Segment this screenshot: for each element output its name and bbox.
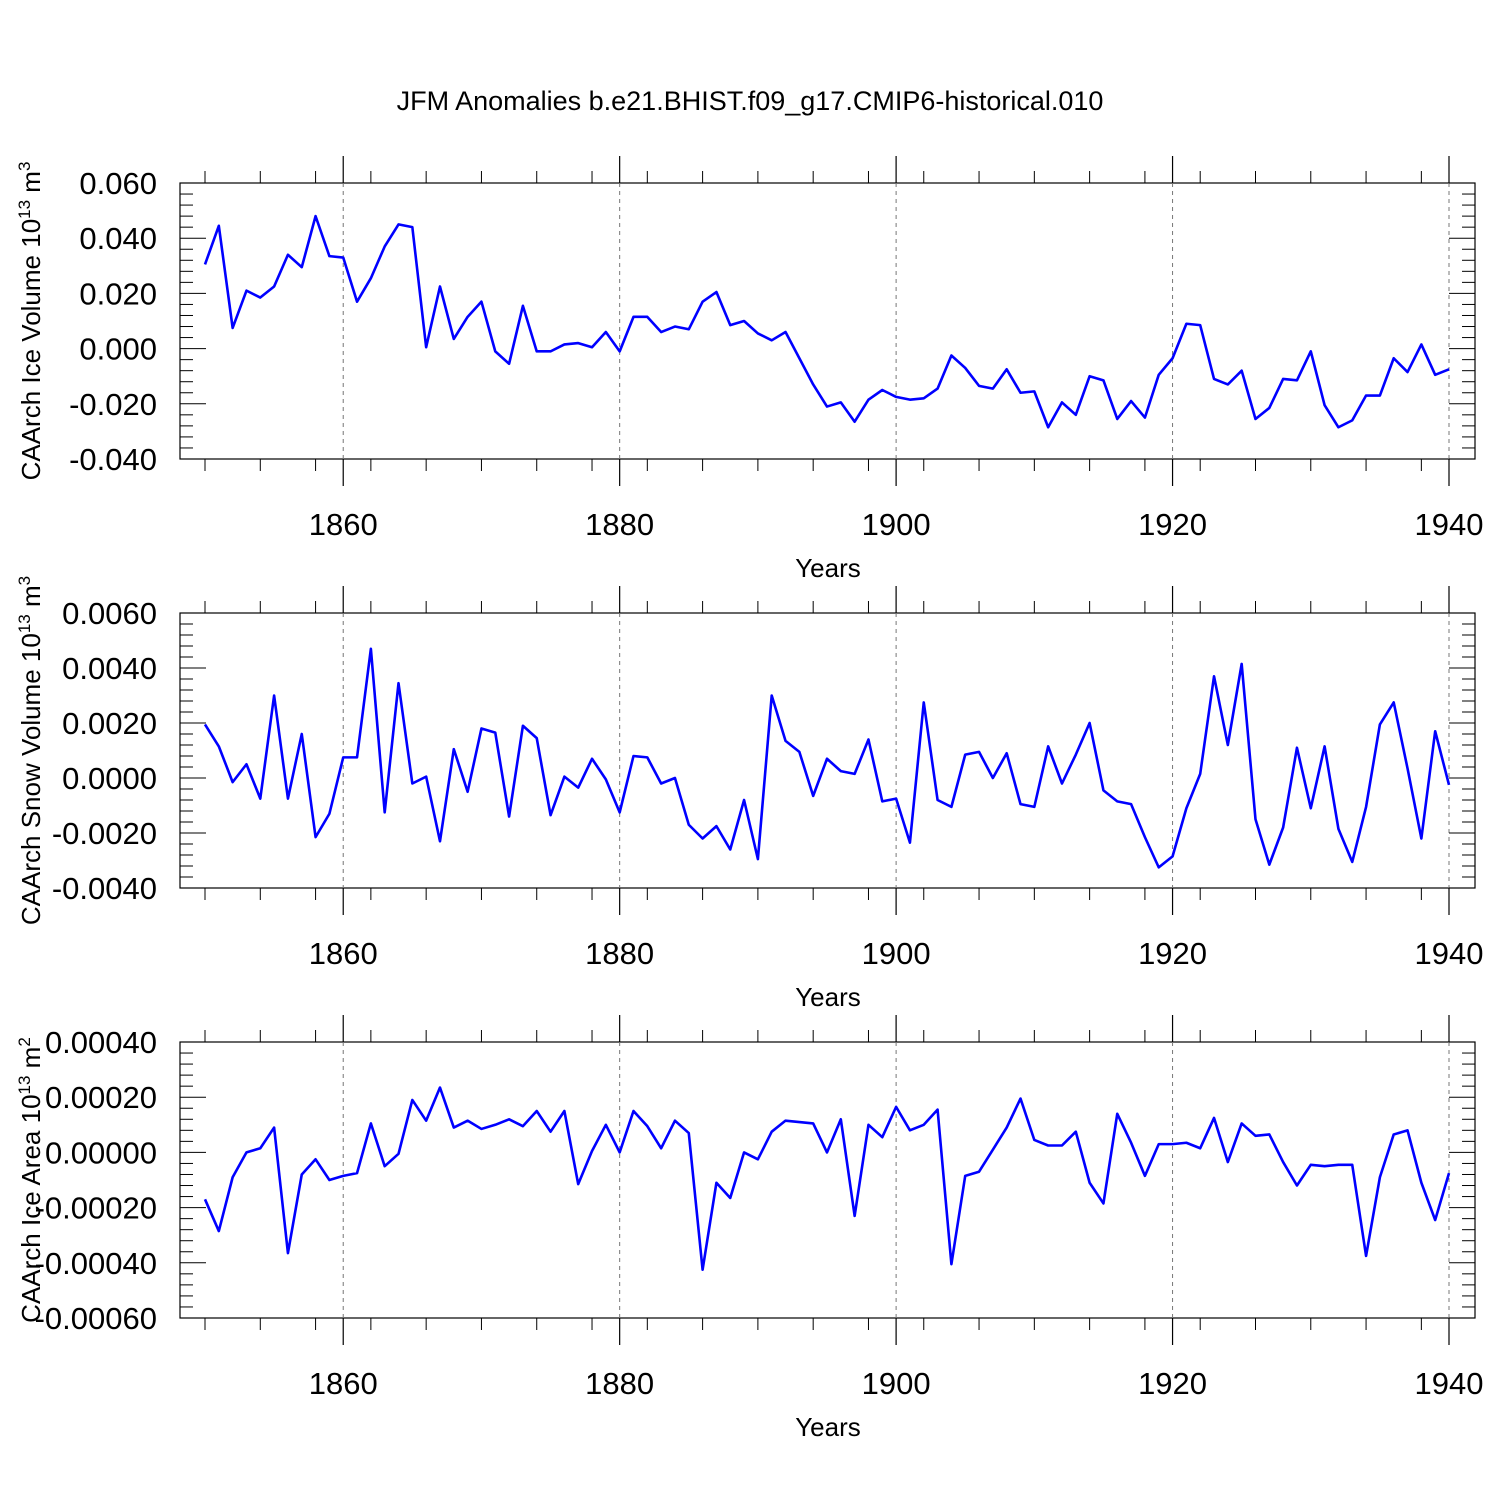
y-tick-label: 0.020 [79, 276, 157, 311]
x-tick-label: 1940 [1415, 936, 1484, 971]
y-tick-label: 0.000 [79, 332, 157, 367]
y-tick-label: 0.0000 [62, 761, 157, 796]
x-tick-label: 1920 [1138, 1366, 1207, 1401]
y-tick-label: 0.040 [79, 221, 157, 256]
x-axis-title: Years [795, 553, 861, 583]
panel-2: 1860 1880 1900 1920 1940 Years -0.0040 -0.0020 0… [15, 576, 1483, 1012]
plot-frame [179, 612, 1476, 889]
y-axis-title: CAArch Ice Volume 1013 m3 [15, 162, 46, 481]
y-tick-label: 0.00040 [45, 1025, 157, 1060]
y-tick-label: 0.0040 [62, 651, 157, 686]
x-tick-label: 1860 [309, 1366, 378, 1401]
x-axis-title: Years [795, 982, 861, 1012]
y-tick-label: -0.0020 [52, 816, 157, 851]
y-tick-label: -0.0040 [52, 871, 157, 906]
x-tick-label: 1880 [585, 507, 654, 542]
y-tick-label: -0.00040 [35, 1246, 157, 1281]
x-tick-label: 1940 [1415, 507, 1484, 542]
y-tick-label: 0.00000 [45, 1135, 157, 1170]
plot-frame [179, 1041, 1476, 1319]
x-tick-label: 1900 [862, 507, 931, 542]
y-tick-label: 0.0060 [62, 596, 157, 631]
plot-frame [179, 182, 1476, 460]
y-tick-label: 0.00020 [45, 1080, 157, 1115]
y-tick-label: 0.060 [79, 166, 157, 201]
series-line [203, 1086, 1451, 1271]
x-tick-label: 1880 [585, 936, 654, 971]
x-tick-label: 1900 [862, 1366, 931, 1401]
x-tick-label: 1880 [585, 1366, 654, 1401]
x-axis-title: Years [795, 1412, 861, 1442]
y-axis-title: CAArch Ice Area 1013 m2 [15, 1037, 46, 1323]
y-tick-label: -0.00020 [35, 1191, 157, 1226]
x-tick-label: 1920 [1138, 507, 1207, 542]
series-line [203, 214, 1450, 429]
panels: 1860 1880 1900 1920 1940 Years -0.040 -0.020 0.0… [15, 156, 1483, 1442]
x-tick-label: 1860 [309, 507, 378, 542]
x-tick-label: 1860 [309, 936, 378, 971]
x-tick-label: 1940 [1415, 1366, 1484, 1401]
series-line [203, 647, 1451, 869]
panel-1: 1860 1880 1900 1920 1940 Years -0.040 -0.020 0.0… [15, 156, 1483, 583]
y-tick-label: 0.0020 [62, 706, 157, 741]
x-tick-label: 1920 [1138, 936, 1207, 971]
y-tick-label: -0.020 [69, 387, 157, 422]
y-tick-label: -0.00060 [35, 1301, 157, 1336]
y-axis-title: CAArch Snow Volume 1013 m3 [15, 576, 46, 925]
y-tick-label: -0.040 [69, 442, 157, 477]
chart-title: JFM Anomalies b.e21.BHIST.f09_g17.CMIP6-… [397, 86, 1104, 116]
panel-3: 1860 1880 1900 1920 1940 Years -0.00060 -0.0004… [15, 1015, 1483, 1442]
x-tick-label: 1900 [862, 936, 931, 971]
